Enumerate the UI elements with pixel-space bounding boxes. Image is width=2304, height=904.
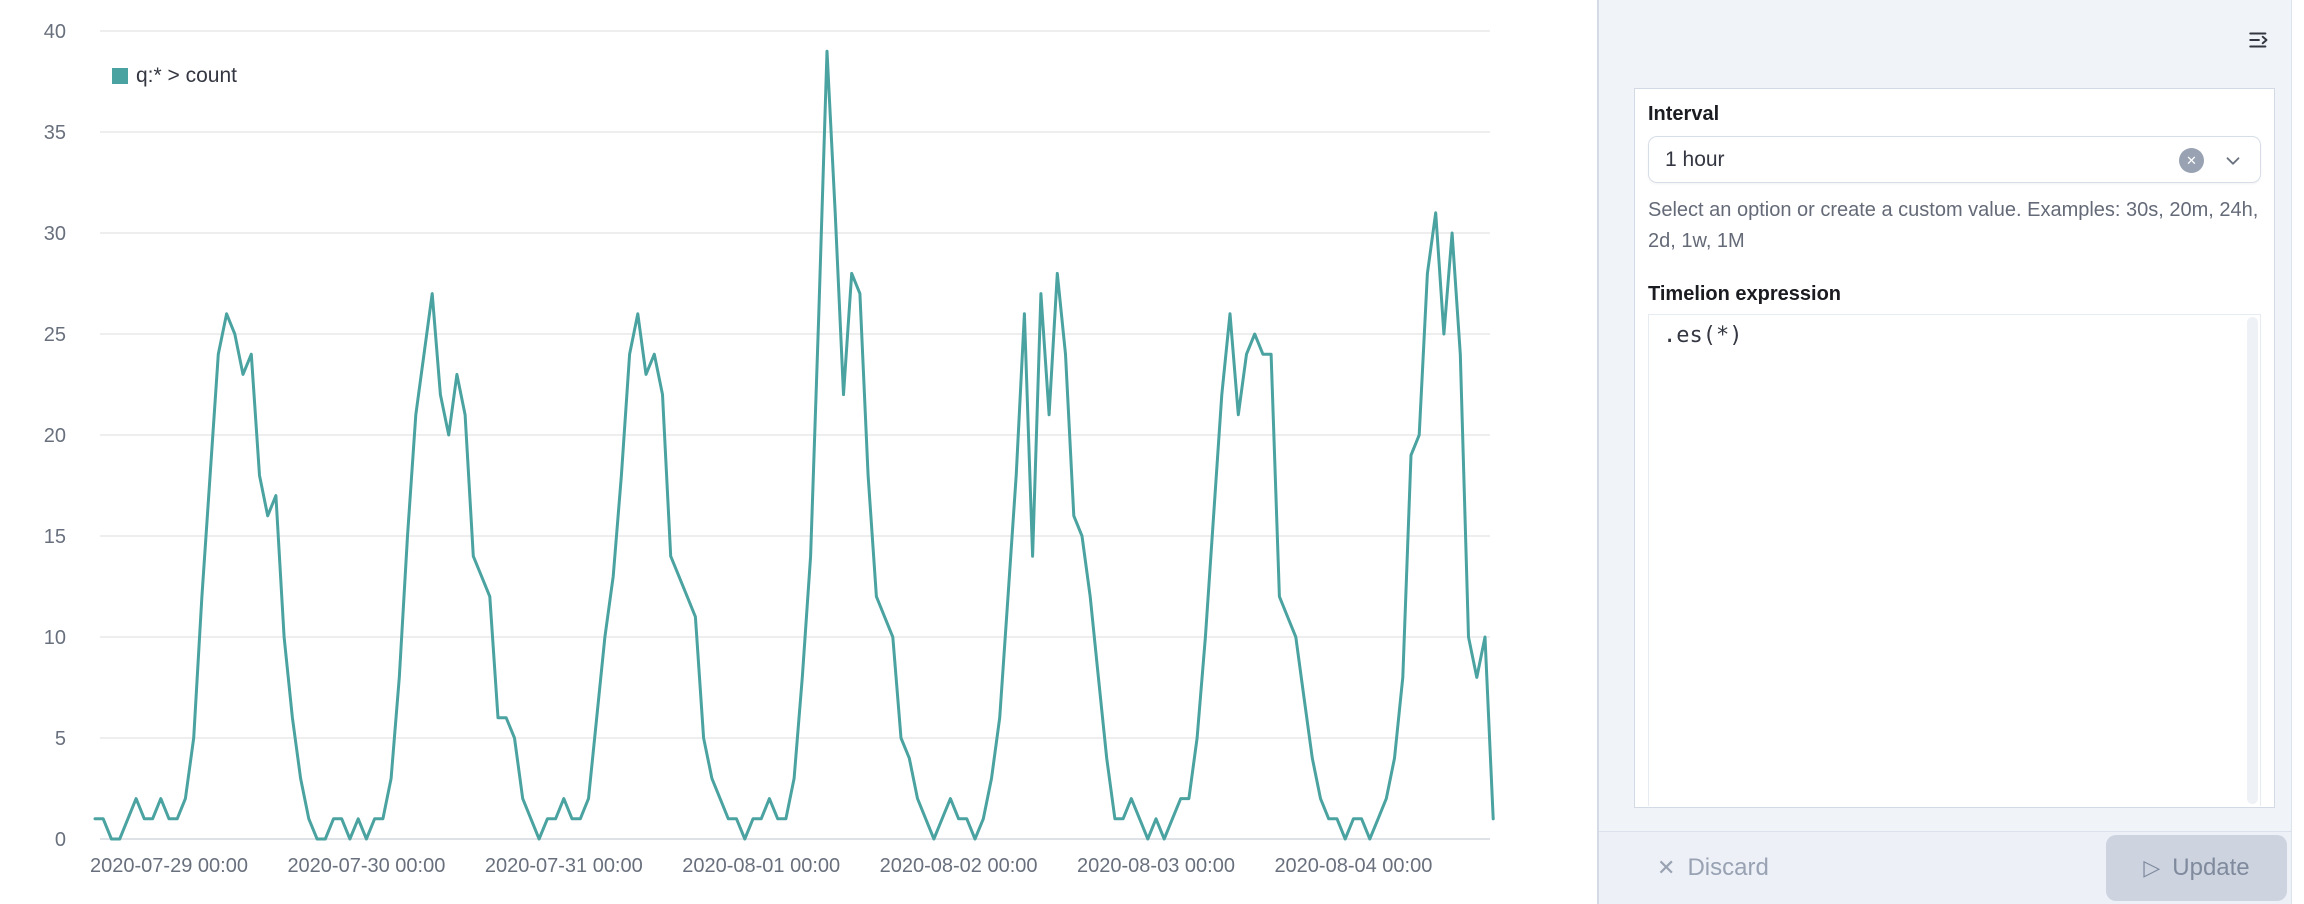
chart-legend[interactable]: q:* > count bbox=[112, 64, 237, 88]
svg-text:10: 10 bbox=[44, 627, 66, 649]
svg-text:0: 0 bbox=[55, 829, 66, 851]
clear-icon[interactable]: ✕ bbox=[2179, 148, 2204, 173]
expression-code[interactable]: .es(*) bbox=[1663, 323, 1743, 348]
svg-text:15: 15 bbox=[44, 526, 66, 548]
svg-text:35: 35 bbox=[44, 122, 66, 144]
svg-text:2020-08-02 00:00: 2020-08-02 00:00 bbox=[880, 855, 1038, 877]
chart-region: 0 5 10 15 20 25 30 35 40 2020-07-29 00:00 2020-07… bbox=[43, 21, 1495, 877]
editor-scrollbar[interactable] bbox=[2247, 317, 2258, 804]
svg-text:5: 5 bbox=[55, 728, 66, 750]
page-scrollbar-track bbox=[2291, 0, 2304, 904]
svg-text:2020-07-30 00:00: 2020-07-30 00:00 bbox=[287, 855, 445, 877]
sidebar-form-card: Interval 1 hour ✕ Select an option or cr… bbox=[1634, 88, 2275, 808]
sidebar-footer: ✕ Discard ▷ Update bbox=[1599, 831, 2304, 904]
update-label: Update bbox=[2172, 854, 2250, 881]
panel-divider bbox=[1597, 0, 1599, 904]
svg-text:30: 30 bbox=[44, 223, 66, 245]
expression-label: Timelion expression bbox=[1648, 283, 1842, 305]
legend-swatch bbox=[112, 68, 128, 84]
play-icon: ▷ bbox=[2143, 855, 2161, 880]
x-axis-labels: 2020-07-29 00:00 2020-07-30 00:00 2020-07-… bbox=[90, 855, 1432, 877]
interval-value: 1 hour bbox=[1665, 148, 1725, 171]
interval-label: Interval bbox=[1648, 103, 1720, 125]
update-button[interactable]: ▷ Update bbox=[2106, 835, 2287, 901]
svg-text:2020-08-04 00:00: 2020-08-04 00:00 bbox=[1274, 855, 1432, 877]
interval-combobox[interactable]: 1 hour ✕ bbox=[1648, 136, 2261, 183]
svg-text:2020-07-29 00:00: 2020-07-29 00:00 bbox=[90, 855, 248, 877]
svg-text:40: 40 bbox=[44, 21, 66, 43]
chart-gridlines bbox=[100, 30, 1490, 840]
close-icon: ✕ bbox=[1657, 855, 1676, 880]
menu-right-icon bbox=[2249, 32, 2268, 48]
discard-button[interactable]: ✕ Discard bbox=[1657, 832, 1769, 904]
svg-text:20: 20 bbox=[44, 425, 66, 447]
timelion-sidebar: Interval 1 hour ✕ Select an option or cr… bbox=[1599, 0, 2304, 904]
chevron-down-icon[interactable] bbox=[2222, 150, 2244, 172]
y-axis-labels: 0 5 10 15 20 25 30 35 40 bbox=[44, 21, 66, 851]
svg-text:2020-08-03 00:00: 2020-08-03 00:00 bbox=[1077, 855, 1235, 877]
interval-help-text: Select an option or create a custom valu… bbox=[1648, 199, 2259, 252]
svg-text:2020-07-31 00:00: 2020-07-31 00:00 bbox=[485, 855, 643, 877]
expression-editor[interactable]: .es(*) bbox=[1648, 314, 2261, 806]
legend-label: q:* > count bbox=[136, 64, 237, 87]
discard-label: Discard bbox=[1687, 854, 1769, 881]
svg-text:25: 25 bbox=[44, 324, 66, 346]
collapse-panel-icon[interactable] bbox=[2242, 22, 2278, 58]
svg-text:2020-08-01 00:00: 2020-08-01 00:00 bbox=[682, 855, 840, 877]
series-line bbox=[93, 49, 1495, 841]
